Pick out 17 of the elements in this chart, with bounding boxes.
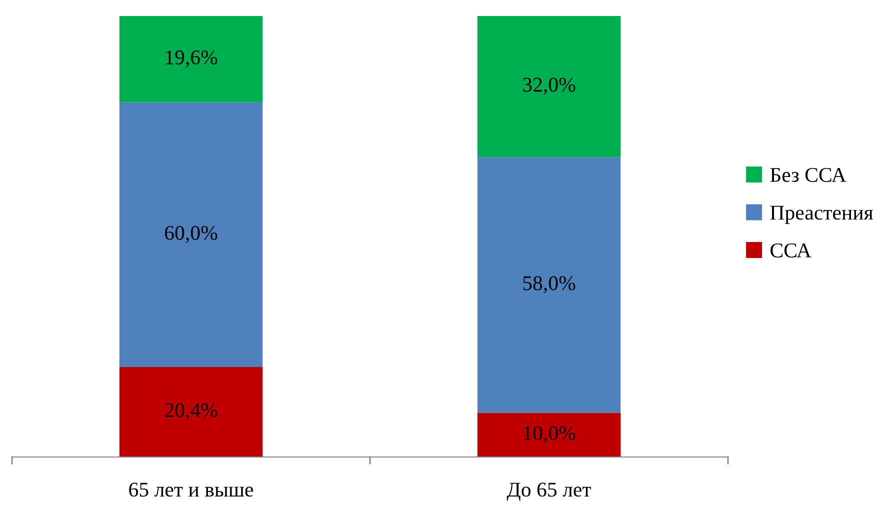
data-label: 32,0%: [523, 78, 576, 95]
bar: [119, 102, 263, 368]
data-label: 60,0%: [164, 226, 218, 243]
bar: [119, 16, 263, 102]
data-label: 20,4%: [165, 403, 218, 420]
bar: [477, 16, 621, 158]
bar: [119, 367, 263, 457]
legend-label: Без ССА: [770, 168, 846, 182]
data-label: 10,0%: [524, 426, 576, 444]
legend-label: ССА: [770, 244, 812, 258]
data-label: 58,0%: [523, 276, 576, 294]
data-label: 19,6%: [166, 50, 218, 68]
x-tick-label: До 65 лет: [506, 482, 592, 501]
x-tick-label: 65 лет и выше: [129, 482, 254, 497]
bar: [477, 157, 621, 413]
legend-label: Преастения: [770, 206, 873, 224]
bar: [477, 412, 621, 457]
